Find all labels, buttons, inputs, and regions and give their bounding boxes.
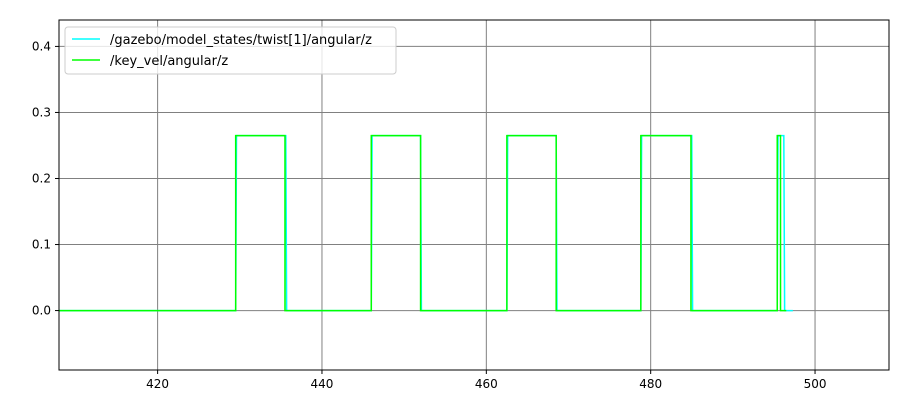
series-line-1	[59, 134, 787, 312]
x-tick-label: 500	[804, 377, 827, 391]
plot-frame	[58, 19, 890, 371]
y-tick-label: 0.2	[32, 171, 51, 185]
legend: /gazebo/model_states/twist[1]/angular/z /…	[64, 26, 397, 75]
series-layer	[59, 134, 793, 312]
x-tick-label: 440	[311, 377, 334, 391]
y-tick-label: 0.0	[32, 304, 51, 318]
axis-ticks: 420 440 460 480 500 0.0 0.1 0.2 0.3 0.4	[32, 39, 827, 391]
x-tick-label: 420	[146, 377, 169, 391]
legend-label: /gazebo/model_states/twist[1]/angular/z	[110, 33, 372, 48]
y-tick-label: 0.1	[32, 238, 51, 252]
x-tick-label: 460	[475, 377, 498, 391]
y-tick-label: 0.3	[32, 105, 51, 119]
legend-box	[64, 26, 397, 75]
y-tick-label: 0.4	[32, 39, 51, 53]
x-tick-label: 480	[639, 377, 662, 391]
legend-label: /key_vel/angular/z	[110, 54, 228, 69]
